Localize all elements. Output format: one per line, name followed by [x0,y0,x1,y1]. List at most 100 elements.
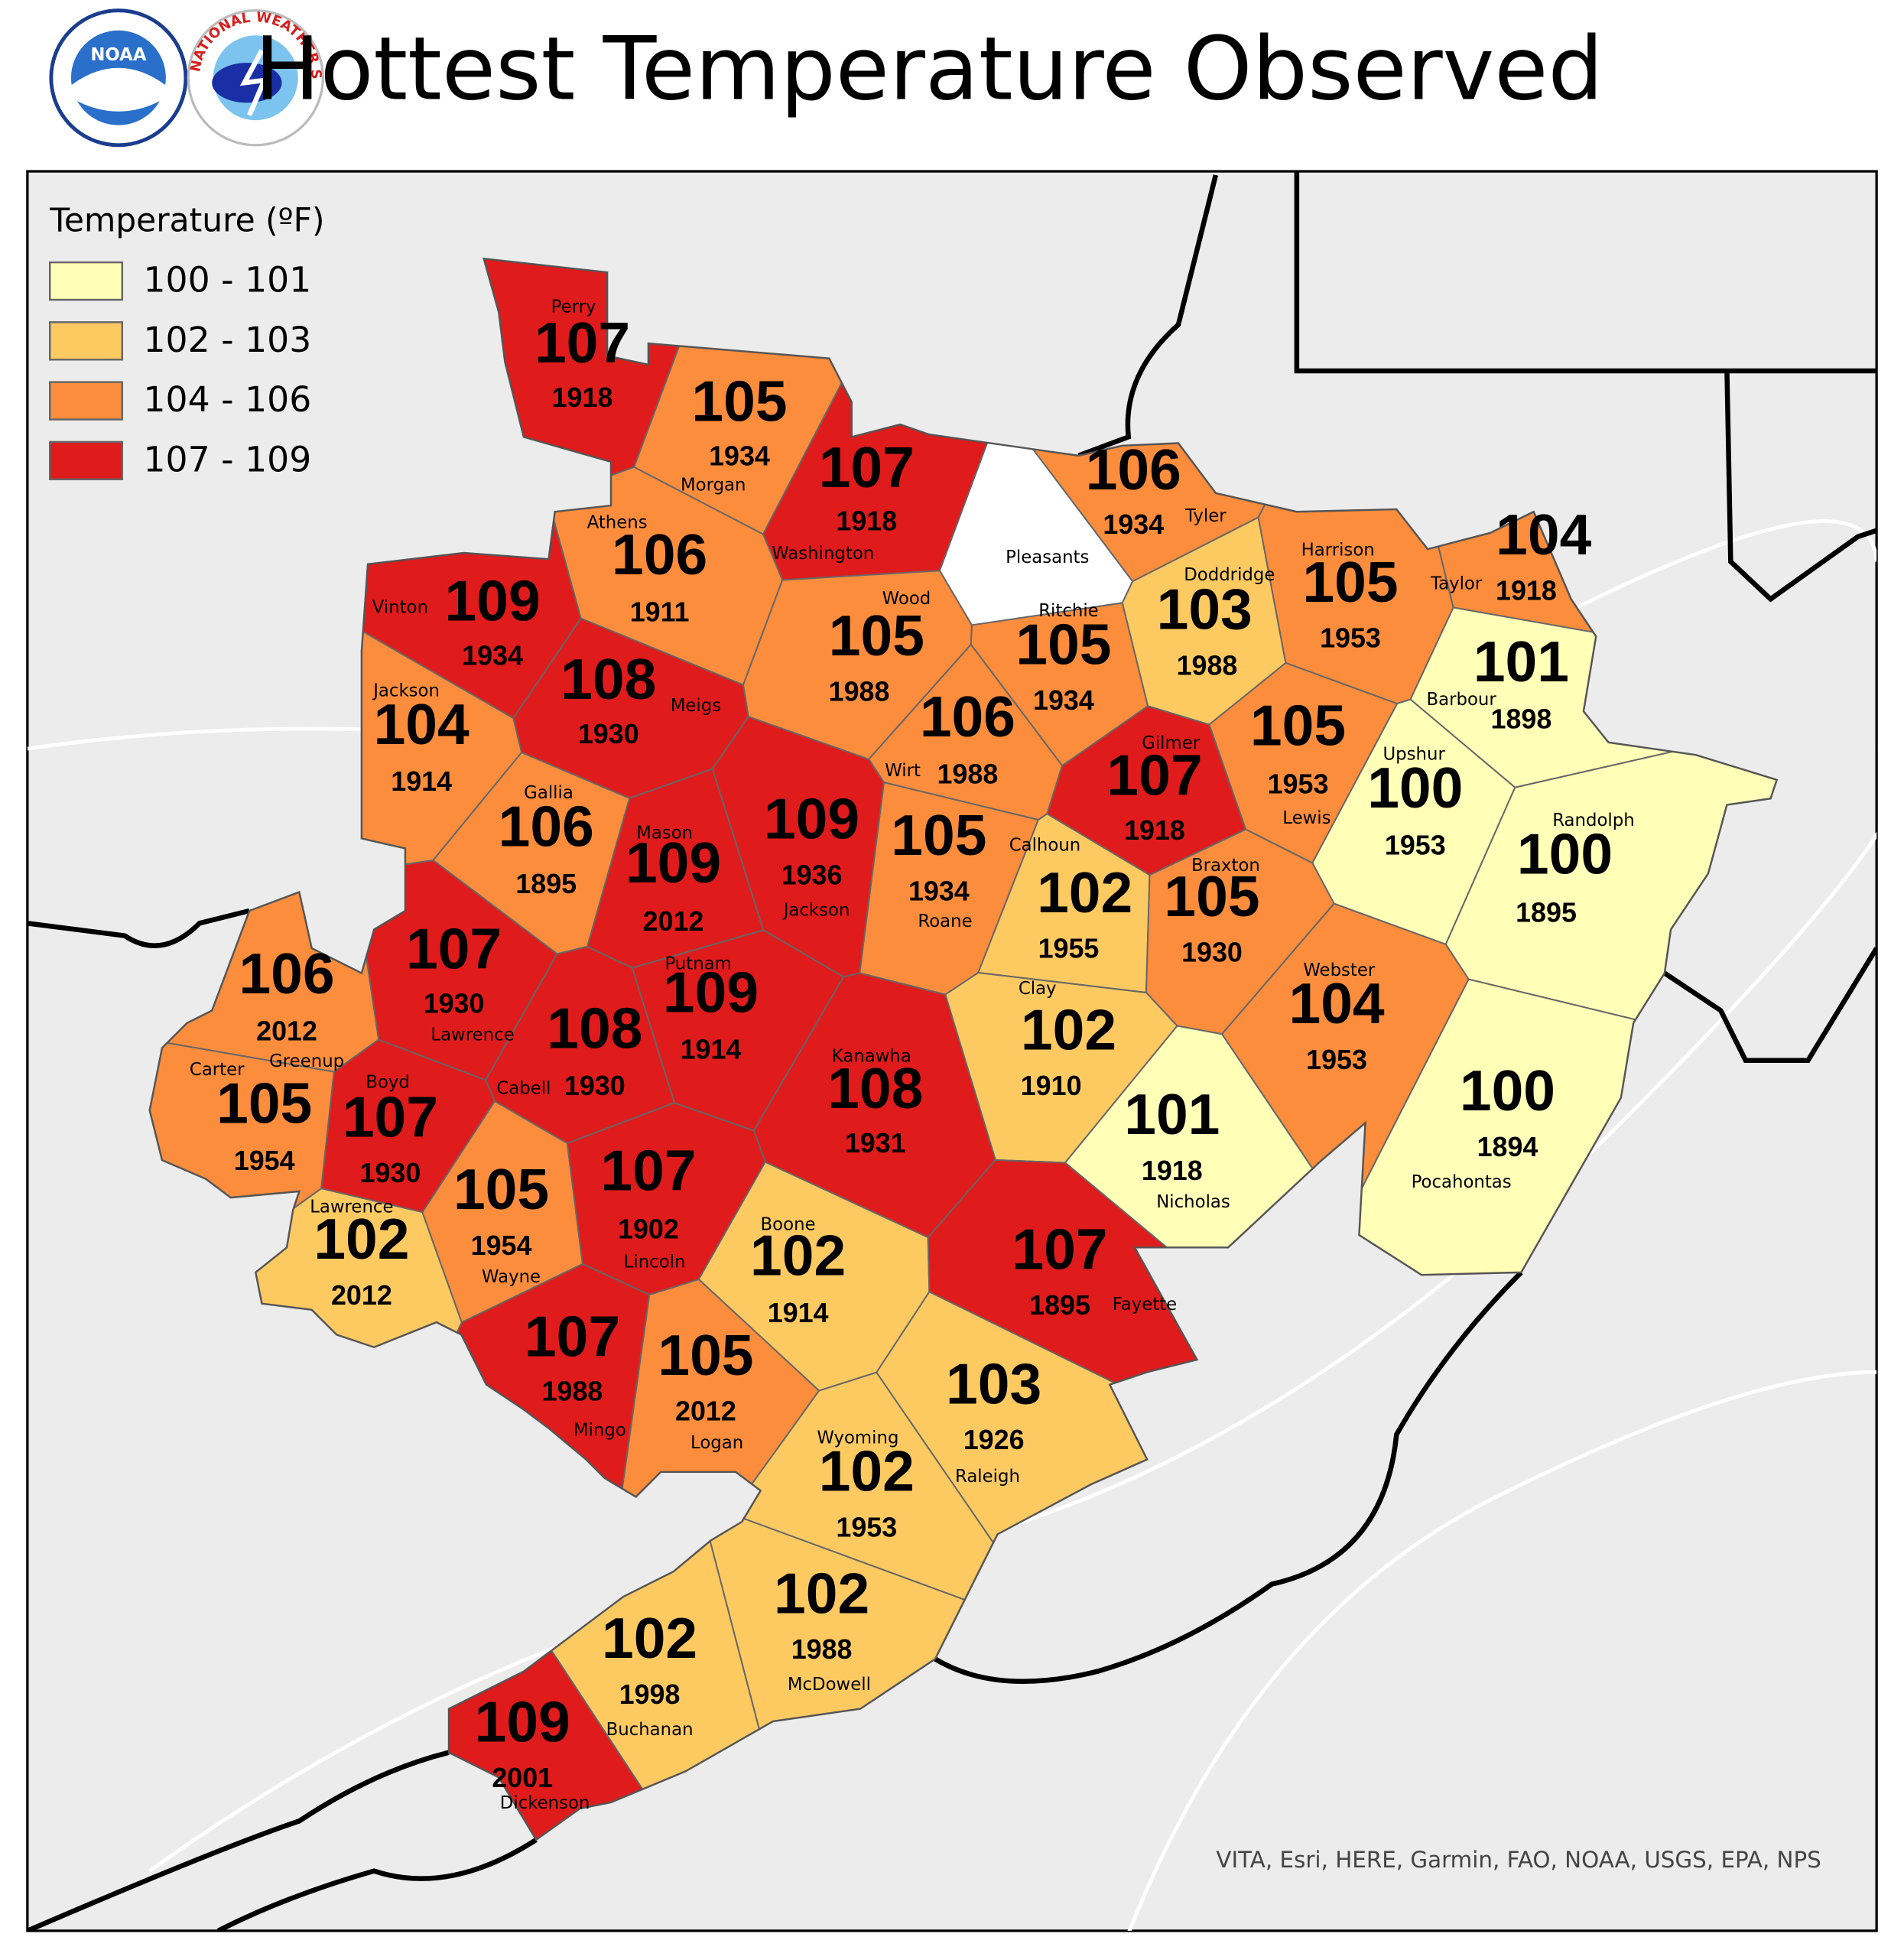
county-temperature: 102 [314,1207,409,1271]
county-name: Logan [690,1433,743,1453]
county-temperature: 105 [1015,612,1111,676]
county-year: 1954 [471,1230,532,1261]
county-name: Mingo [573,1421,626,1441]
county-year: 1988 [937,759,998,789]
county-year: 1934 [1033,685,1094,716]
county-year: 1930 [424,988,485,1019]
county-name: Morgan [681,475,746,495]
credit: VITA, Esri, HERE, Garmin, FAO, NOAA, USG… [1216,1847,1821,1873]
county-year: 2012 [675,1396,736,1427]
county-name: Vinton [372,597,428,617]
legend-label: 104 - 106 [144,379,312,420]
road [148,749,1877,1873]
county-name: Boyd [366,1073,410,1093]
legend-swatch [49,261,124,301]
county-temperature: 107 [534,310,630,375]
county-temperature: 105 [1164,864,1259,928]
county-name: Wyoming [817,1428,898,1448]
county-name: Pleasants [1006,548,1089,567]
county-name: Kanawha [832,1046,911,1066]
county-year: 2012 [256,1016,317,1046]
county-year: 1931 [845,1128,906,1159]
county-name: Harrison [1301,540,1375,560]
county-year: 1902 [618,1214,679,1245]
county-year: 1895 [1029,1290,1090,1321]
county-temperature: 108 [560,647,656,711]
county-temperature: 107 [1106,743,1202,808]
county-temperature: 102 [1021,997,1116,1061]
county-temperature: 105 [1302,550,1398,614]
county-temperature: 105 [691,369,787,433]
legend-swatch [49,321,124,361]
county-year: 1988 [791,1634,853,1665]
county-year: 1914 [391,766,452,797]
county-temperature: 104 [1288,971,1384,1035]
legend: Temperature (ºF) 100 - 101 102 - 103 104 -… [49,201,325,481]
county-year: 1934 [462,640,523,671]
county-name: Boone [761,1214,816,1234]
county-year: 1914 [681,1035,742,1065]
county-temperature: 105 [829,603,924,668]
county-year: 1918 [1124,815,1185,846]
county-year: 1934 [908,876,970,907]
county-name: Washington [772,544,874,564]
county-name: Taylor [1430,574,1483,593]
county-name: Randolph [1552,811,1635,830]
county-name: Cabell [496,1079,551,1099]
county-temperature: 106 [920,684,1015,749]
county-year: 1898 [1491,704,1552,735]
county-name: Carter [190,1060,245,1080]
county-name: Webster [1303,960,1376,980]
county-year: 1918 [552,382,613,413]
county-year: 1895 [1516,897,1577,928]
county-temperature: 108 [827,1056,923,1120]
county-temperature: 106 [612,522,707,587]
state-border [1077,174,1219,458]
county-temperature: 105 [891,803,986,867]
county-name: Braxton [1191,856,1260,876]
county-year: 1930 [360,1158,421,1188]
county-year: 1914 [768,1298,829,1328]
county-temperature: 109 [663,960,759,1024]
county-temperature: 105 [216,1071,312,1135]
county-name: Wood [882,589,931,609]
county-temperature: 100 [1460,1058,1555,1123]
county-year: 1910 [1021,1071,1082,1101]
county-name: Greenup [269,1051,344,1071]
county-year: 1918 [1142,1155,1203,1186]
county-name: Athens [587,512,648,532]
county-name: Upshur [1383,745,1445,765]
county-temperature: 100 [1517,821,1613,886]
county-shape [421,1100,583,1324]
county-year: 1895 [515,869,577,899]
county-temperature: 104 [1496,502,1591,567]
county-temperature: 109 [625,830,721,895]
county-name: Gallia [524,783,573,803]
county-year: 1953 [836,1512,897,1542]
county-name: Perry [551,297,596,317]
county-year: 2001 [492,1763,553,1793]
county-name: Wirt [885,761,921,781]
county-temperature: 106 [1086,437,1181,502]
county-year: 1930 [564,1071,625,1101]
state-border [1663,947,1877,1063]
county-name: Buchanan [606,1720,694,1740]
county-temperature: 109 [445,568,541,632]
county-temperature: 102 [774,1561,869,1625]
region-outline [148,257,1779,1841]
county-name: Jackson [372,681,440,701]
county-year: 1955 [1038,934,1100,964]
county-year: 1953 [1320,623,1381,654]
county-year: 1936 [781,860,843,890]
county-name: Barbour [1426,690,1496,710]
county-name: Doddridge [1184,565,1275,585]
county-year: 1988 [829,677,890,707]
county-name: Nicholas [1156,1192,1230,1212]
county-year: 1930 [578,719,639,749]
county-year: 1953 [1306,1045,1367,1075]
county-name: Roane [918,912,972,931]
county-year: 1998 [619,1679,681,1710]
county-name: Lawrence [431,1025,514,1045]
county-name: Pocahontas [1412,1172,1512,1192]
county-name: Dickenson [500,1793,590,1813]
